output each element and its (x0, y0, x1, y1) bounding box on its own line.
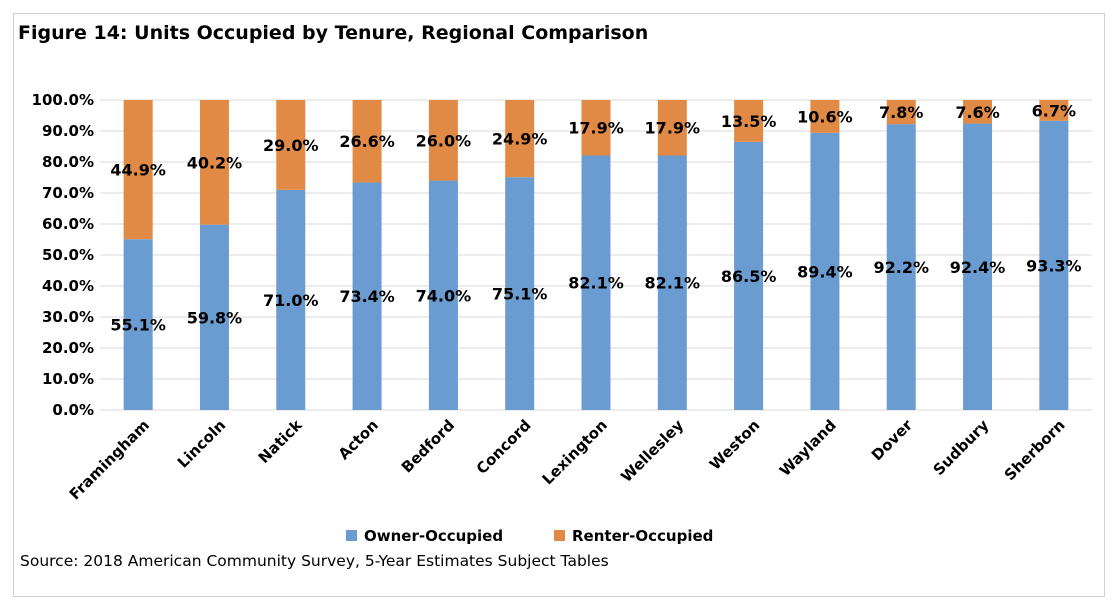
x-category-label: Sudbury (930, 416, 993, 479)
data-label-owner: 89.4% (797, 262, 853, 281)
bar-owner-occupied (963, 123, 993, 410)
bar-owner-occupied (810, 132, 840, 411)
x-axis: Framingham Lincoln Natick Acton Bedford Conco… (66, 415, 1069, 503)
legend-swatch (554, 530, 565, 541)
bar-renter-occupied (199, 100, 229, 225)
data-label-renter: 17.9% (645, 119, 701, 138)
bar-owner-occupied (657, 155, 687, 410)
data-label-owner: 74.0% (416, 286, 472, 305)
data-label-owner: 75.1% (492, 285, 548, 304)
y-tick-label: 80.0% (42, 153, 94, 171)
chart-frame (13, 13, 1105, 597)
bar-renter-occupied (276, 100, 306, 190)
data-label-renter: 7.6% (955, 103, 999, 122)
bars (123, 100, 1069, 411)
y-tick-label: 20.0% (42, 339, 94, 357)
data-label-renter: 40.2% (187, 153, 243, 172)
x-category-label: Wayland (776, 416, 840, 480)
bar-renter-occupied (1039, 100, 1069, 121)
bar-owner-occupied (199, 224, 229, 410)
data-label-owner: 92.2% (873, 258, 929, 277)
bar-renter-occupied (123, 100, 153, 240)
y-tick-label: 10.0% (42, 370, 94, 388)
data-label-renter: 17.9% (568, 119, 624, 138)
source-note: Source: 2018 American Community Survey, … (20, 552, 609, 570)
data-label-renter: 13.5% (721, 112, 777, 131)
x-category-label: Wellesley (617, 416, 687, 486)
data-label-owner: 59.8% (187, 308, 243, 327)
data-label-renter: 7.8% (879, 103, 923, 122)
x-category-label: Natick (255, 415, 307, 467)
x-category-label: Concord (473, 416, 535, 478)
bar-owner-occupied (123, 239, 153, 410)
data-label-owner: 71.0% (263, 291, 319, 310)
data-label-owner: 86.5% (721, 267, 777, 286)
data-label-owner: 93.3% (1026, 256, 1082, 275)
data-label-renter: 6.7% (1032, 101, 1076, 120)
bar-renter-occupied (657, 100, 687, 156)
y-tick-label: 60.0% (42, 215, 94, 233)
bar-owner-occupied (886, 124, 916, 411)
data-label-renter: 24.9% (492, 130, 548, 149)
data-label-owner: 55.1% (110, 316, 166, 335)
y-axis: 0.0% 10.0% 20.0% 30.0% 40.0% 50.0% 60.0% 70.0% 8… (32, 91, 94, 419)
bar-owner-occupied (276, 189, 306, 410)
bar-owner-occupied (352, 182, 382, 410)
chart-title: Figure 14: Units Occupied by Tenure, Reg… (18, 22, 649, 44)
bar-renter-occupied (963, 100, 993, 124)
bar-owner-occupied (581, 155, 611, 410)
y-tick-label: 40.0% (42, 277, 94, 295)
data-label-renter: 10.6% (797, 107, 853, 126)
x-category-label: Lincoln (174, 416, 229, 471)
data-label-renter: 26.0% (416, 131, 472, 150)
x-category-label: Weston (706, 416, 763, 473)
bar-renter-occupied (886, 100, 916, 125)
x-category-label: Framingham (66, 416, 153, 503)
bar-renter-occupied (428, 100, 458, 181)
bar-renter-occupied (505, 100, 535, 178)
y-tick-label: 90.0% (42, 122, 94, 140)
x-category-label: Acton (335, 416, 382, 463)
y-tick-label: 70.0% (42, 184, 94, 202)
bar-renter-occupied (352, 100, 382, 183)
data-label-owner: 82.1% (568, 274, 624, 293)
legend-label: Owner-Occupied (364, 527, 503, 545)
bar-renter-occupied (810, 100, 840, 133)
y-tick-label: 100.0% (32, 91, 94, 109)
data-labels: 55.1% 44.9% 59.8% 40.2% 71.0% 29.0% 73.4% 26.6%… (110, 101, 1081, 334)
x-category-label: Bedford (398, 416, 458, 476)
legend-label: Renter-Occupied (572, 527, 713, 545)
data-label-owner: 92.4% (950, 258, 1006, 277)
bar-owner-occupied (428, 180, 458, 410)
x-category-label: Sherborn (1001, 416, 1069, 484)
data-label-renter: 44.9% (110, 161, 166, 180)
bar-renter-occupied (734, 100, 764, 142)
bar-owner-occupied (1039, 120, 1069, 411)
data-label-renter: 29.0% (263, 136, 319, 155)
y-tick-label: 50.0% (42, 246, 94, 264)
data-label-owner: 82.1% (645, 274, 701, 293)
legend: Owner-Occupied Renter-Occupied (346, 527, 713, 545)
data-label-owner: 73.4% (339, 287, 395, 306)
bar-owner-occupied (734, 141, 764, 410)
legend-swatch (346, 530, 357, 541)
bar-renter-occupied (581, 100, 611, 156)
y-tick-label: 30.0% (42, 308, 94, 326)
x-category-label: Lexington (539, 416, 611, 488)
x-category-label: Dover (868, 416, 917, 465)
y-tick-label: 0.0% (52, 401, 94, 419)
bar-owner-occupied (505, 177, 535, 410)
data-label-renter: 26.6% (339, 132, 395, 151)
